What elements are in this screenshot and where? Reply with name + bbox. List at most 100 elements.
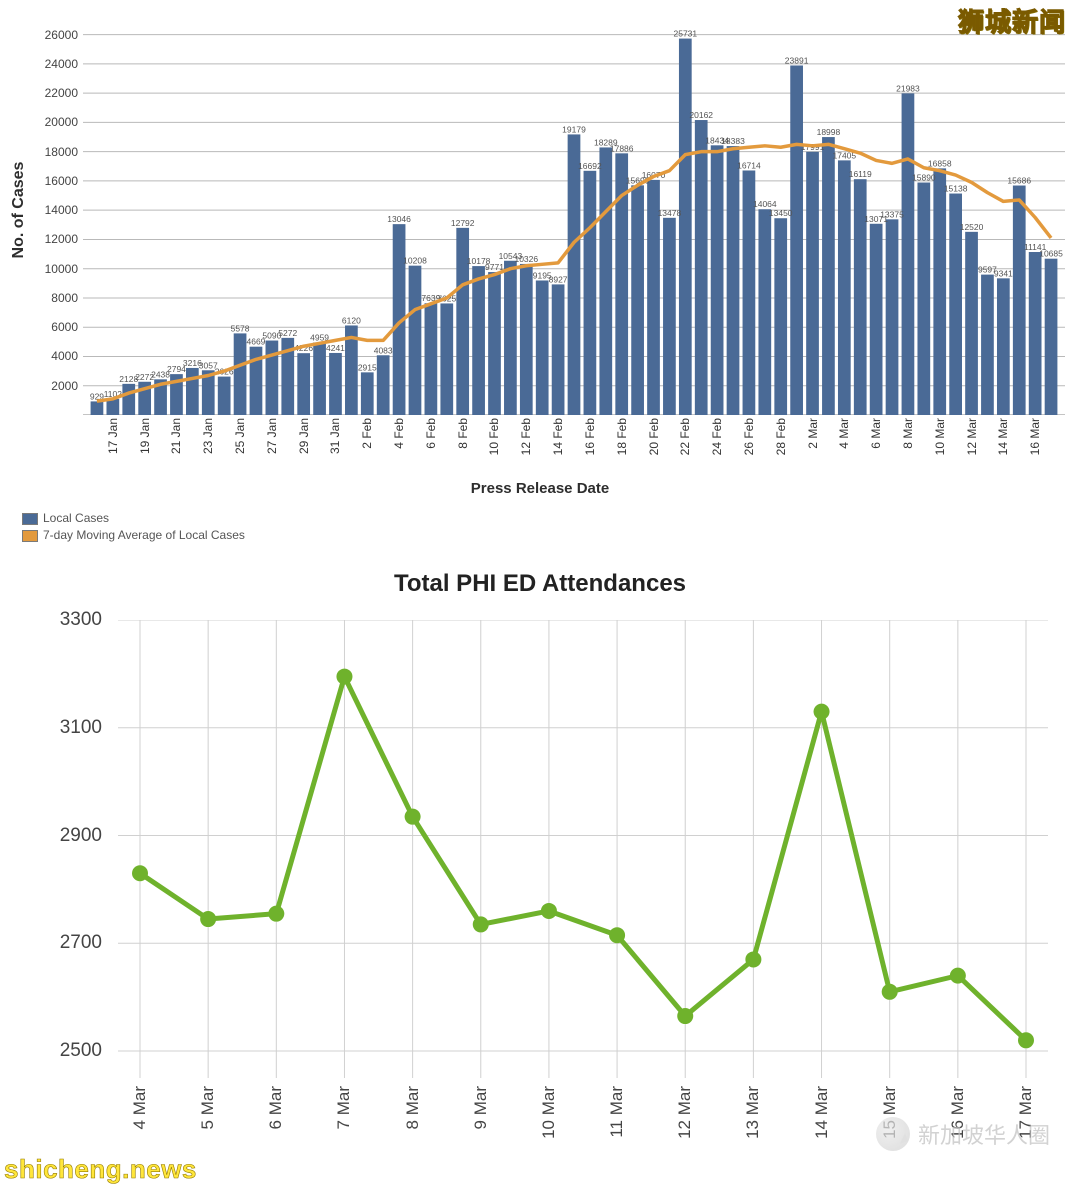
svg-text:8927: 8927: [549, 274, 568, 284]
x-tick-label: 31 Jan: [328, 418, 342, 454]
x-tick-label: 4 Mar: [130, 1086, 150, 1129]
y-axis-ticks-bottom: 25002700290031003300: [48, 620, 108, 1078]
y-tick-label: 22000: [45, 86, 78, 100]
svg-text:15890: 15890: [912, 173, 936, 183]
x-tick-label: 29 Jan: [297, 418, 311, 454]
x-tick-label: 5 Mar: [198, 1086, 218, 1129]
y-tick-label: 20000: [45, 115, 78, 129]
svg-text:13375: 13375: [880, 209, 904, 219]
x-tick-label: 12 Mar: [965, 418, 979, 455]
svg-text:10208: 10208: [403, 256, 427, 266]
x-tick-label: 17 Jan: [106, 418, 120, 454]
svg-text:6120: 6120: [342, 315, 361, 325]
x-tick-label: 24 Feb: [710, 418, 724, 455]
y-tick-label: 2700: [60, 932, 102, 954]
legend-label-line: 7-day Moving Average of Local Cases: [43, 527, 245, 544]
svg-text:10685: 10685: [1039, 249, 1063, 259]
svg-text:21983: 21983: [896, 83, 920, 93]
x-tick-label: 25 Jan: [233, 418, 247, 454]
x-tick-label: 7 Mar: [334, 1086, 354, 1129]
svg-text:12792: 12792: [451, 218, 475, 228]
x-tick-label: 21 Jan: [169, 418, 183, 454]
x-tick-label: 8 Feb: [456, 418, 470, 449]
svg-text:25731: 25731: [673, 29, 697, 39]
x-tick-label: 27 Jan: [265, 418, 279, 454]
svg-text:20162: 20162: [689, 110, 713, 120]
x-tick-label: 6 Mar: [266, 1086, 286, 1129]
y-tick-label: 3300: [60, 609, 102, 631]
x-tick-label: 14 Feb: [551, 418, 565, 455]
x-tick-label: 10 Mar: [933, 418, 947, 455]
watermark-bottom-left: shicheng.news: [4, 1154, 197, 1185]
x-tick-label: 28 Feb: [774, 418, 788, 455]
x-tick-label: 12 Feb: [519, 418, 533, 455]
svg-text:16119: 16119: [849, 169, 872, 179]
y-tick-label: 2000: [51, 379, 78, 393]
x-tick-label: 14 Mar: [996, 418, 1010, 455]
svg-text:16858: 16858: [928, 158, 952, 168]
x-tick-label: 12 Mar: [675, 1086, 695, 1139]
svg-text:10326: 10326: [514, 254, 538, 264]
y-tick-label: 8000: [51, 291, 78, 305]
y-tick-label: 24000: [45, 57, 78, 71]
x-tick-label: 16 Mar: [1028, 418, 1042, 455]
local-cases-bar-chart: No. of Cases 200040006000800010000120001…: [10, 0, 1070, 530]
x-tick-label: 6 Mar: [869, 418, 883, 449]
chart-legend: Local Cases 7-day Moving Average of Loca…: [22, 510, 245, 544]
watermark-top-right: 狮城新闻: [958, 2, 1066, 39]
x-axis-ticks: 17 Jan 19 Jan 21 Jan 23 Jan 25 Jan 27 Jan 29 J…: [83, 418, 1065, 478]
y-tick-label: 14000: [45, 203, 78, 217]
svg-text:16714: 16714: [737, 160, 761, 170]
x-axis-label: Press Release Date: [10, 480, 1070, 497]
svg-text:18998: 18998: [817, 127, 841, 137]
x-tick-label: 22 Feb: [678, 418, 692, 455]
chart-title: Total PHI ED Attendances: [18, 570, 1062, 598]
x-tick-label: 20 Feb: [647, 418, 661, 455]
legend-swatch-line: [22, 530, 38, 542]
wechat-icon: [876, 1117, 910, 1151]
svg-text:4083: 4083: [374, 345, 393, 355]
svg-text:23891: 23891: [785, 55, 809, 65]
x-tick-label: 8 Mar: [403, 1086, 423, 1129]
x-tick-label: 2 Mar: [806, 418, 820, 449]
x-tick-label: 19 Jan: [138, 418, 152, 454]
x-tick-label: 10 Feb: [487, 418, 501, 455]
svg-text:2915: 2915: [358, 362, 377, 372]
x-tick-label: 2 Feb: [360, 418, 374, 449]
svg-text:4241: 4241: [326, 343, 345, 353]
plot-area-bottom: [118, 620, 1048, 1078]
plot-area-top: 9291102212822722438279432163057262655784…: [83, 20, 1065, 415]
x-tick-label: 6 Feb: [424, 418, 438, 449]
x-tick-label: 8 Mar: [901, 418, 915, 449]
svg-text:13478: 13478: [658, 208, 682, 218]
x-tick-label: 23 Jan: [201, 418, 215, 454]
svg-text:15138: 15138: [944, 184, 968, 194]
svg-text:16692: 16692: [578, 161, 602, 171]
y-axis-label: No. of Cases: [10, 162, 28, 259]
y-tick-label: 16000: [45, 174, 78, 188]
legend-label-bar: Local Cases: [43, 510, 109, 527]
svg-text:17886: 17886: [610, 143, 634, 153]
x-tick-label: 26 Feb: [742, 418, 756, 455]
svg-text:13450: 13450: [769, 208, 793, 218]
svg-text:12520: 12520: [960, 222, 984, 232]
svg-text:5272: 5272: [278, 328, 297, 338]
y-tick-label: 2500: [60, 1040, 102, 1062]
svg-text:5578: 5578: [231, 323, 250, 333]
svg-text:15686: 15686: [1007, 176, 1031, 186]
svg-text:19179: 19179: [562, 124, 586, 134]
x-tick-label: 9 Mar: [471, 1086, 491, 1129]
y-tick-label: 26000: [45, 28, 78, 42]
x-tick-label: 4 Feb: [392, 418, 406, 449]
y-tick-label: 4000: [51, 349, 78, 363]
y-tick-label: 10000: [45, 262, 78, 276]
x-tick-label: 13 Mar: [743, 1086, 763, 1139]
x-tick-label: 4 Mar: [837, 418, 851, 449]
x-tick-label: 14 Mar: [812, 1086, 832, 1139]
watermark-bottom-right-text: 新加坡华人圈: [918, 1118, 1050, 1150]
y-tick-label: 2900: [60, 825, 102, 847]
x-tick-label: 11 Mar: [607, 1086, 627, 1138]
y-tick-label: 3100: [60, 717, 102, 739]
x-tick-label: 10 Mar: [539, 1086, 559, 1139]
legend-swatch-bar: [22, 513, 38, 525]
